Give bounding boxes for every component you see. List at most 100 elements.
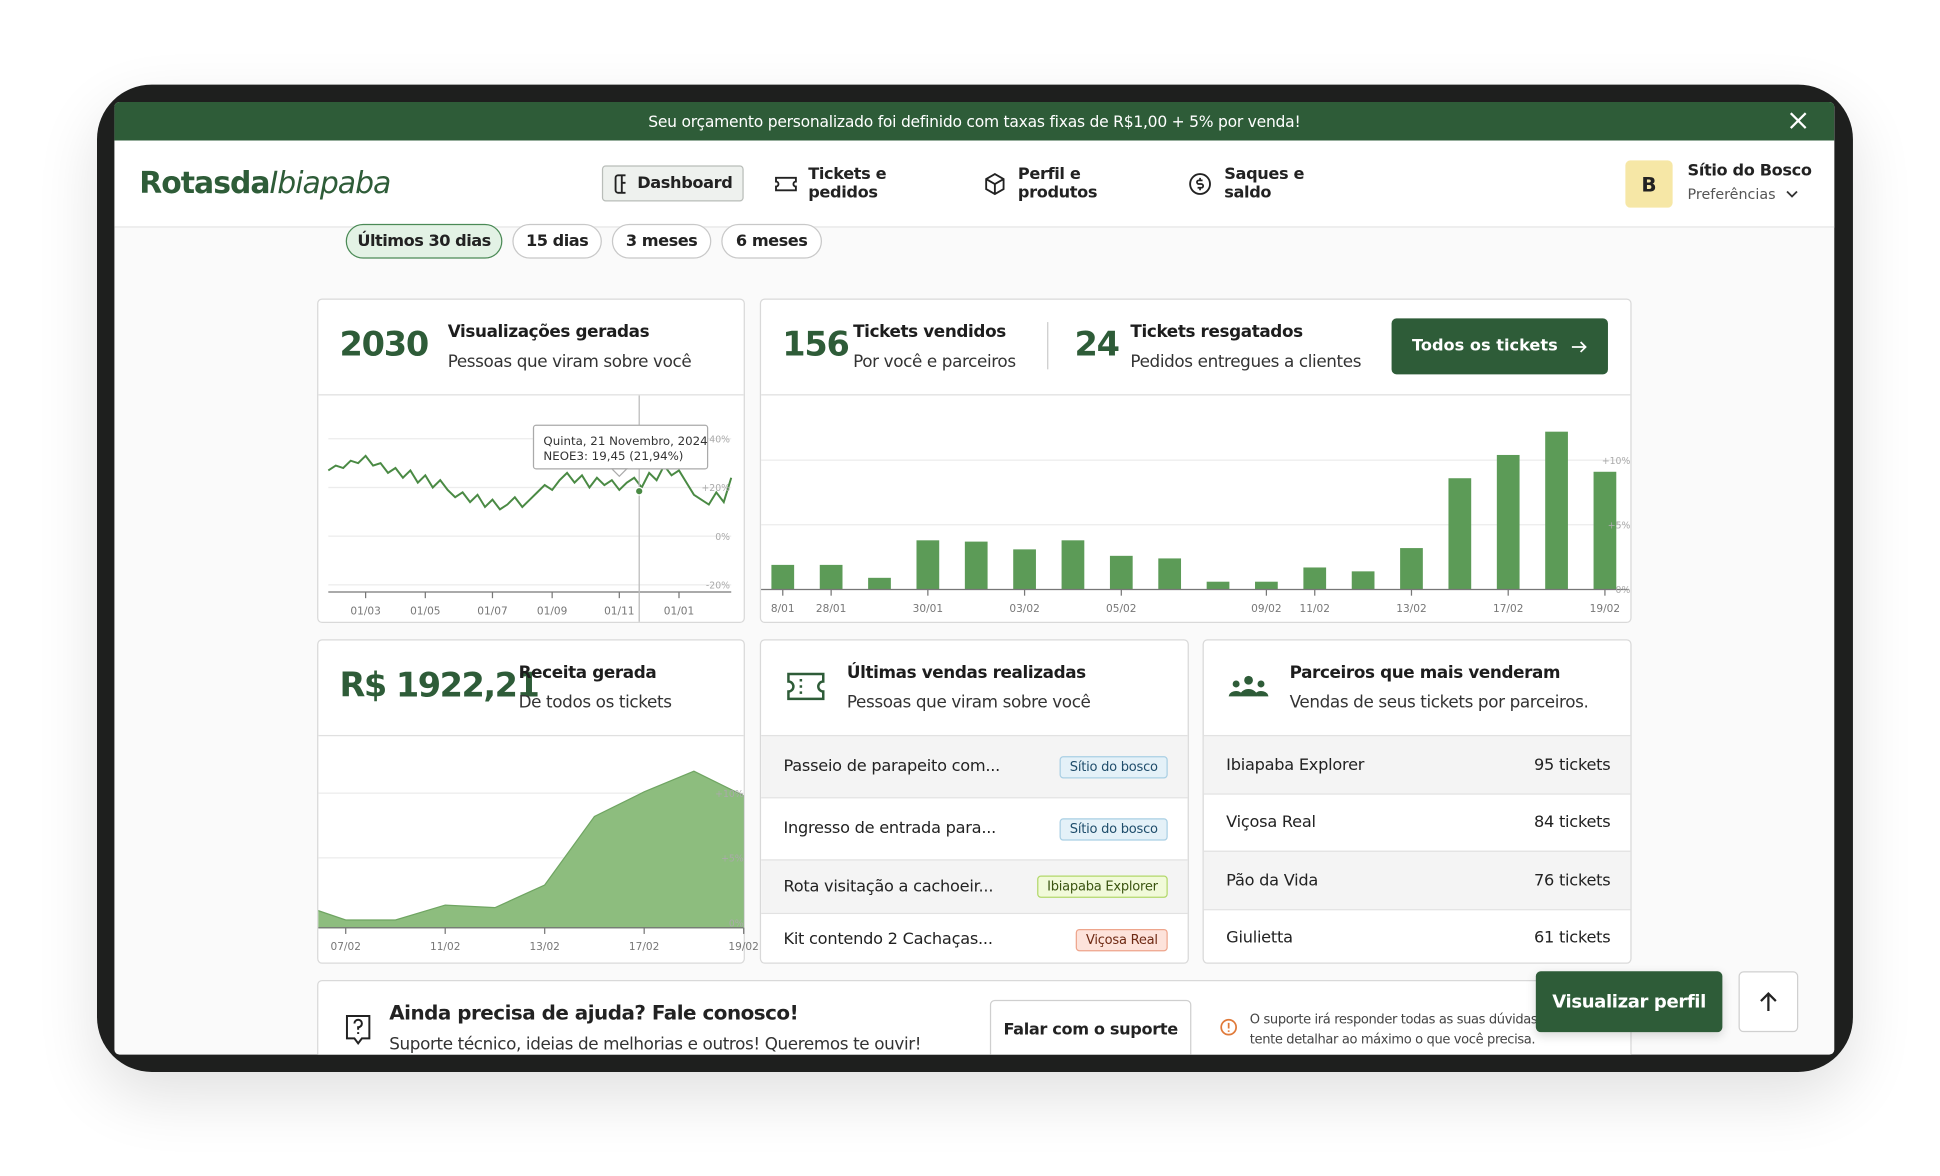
avatar-initial: B [1641, 172, 1657, 196]
chart-plot [761, 431, 1630, 591]
y-tick-label: 0% [1616, 585, 1631, 596]
partners-icon [1228, 675, 1269, 697]
partner-count: 84 tickets [1534, 813, 1611, 832]
x-tick-label: 30/01 [913, 603, 943, 615]
arrow-icon [1571, 340, 1587, 352]
bar [1351, 571, 1375, 590]
help-card: Ainda precisa de ajuda? Fale conosco! Su… [317, 979, 1632, 1055]
user-sub: Preferências [1687, 185, 1776, 203]
sale-badge: Sítio do bosco [1059, 817, 1168, 841]
nav-label: Saques e saldo [1224, 164, 1305, 203]
card-title: Tickets vendidos [853, 322, 1006, 342]
sale-badge: Sítio do bosco [1059, 755, 1168, 778]
bar [1545, 431, 1568, 590]
card-subtitle: De todos os tickets [518, 692, 672, 713]
tickets-sold-value: 156 [782, 325, 850, 365]
y-tick-label: 0% [729, 918, 744, 929]
bar [1013, 549, 1036, 590]
x-tick-label: 03/02 [1009, 603, 1039, 615]
area-series [318, 770, 744, 929]
sale-row[interactable]: Passeio de parapeito com... Sítio do bosc… [761, 734, 1188, 798]
partners-card: Parceiros que mais venderam Vendas de se… [1202, 639, 1632, 964]
separator [1047, 322, 1049, 370]
card-subtitle: Pedidos entregues a clientes [1130, 351, 1362, 372]
y-tick-label: +5% [1608, 521, 1631, 532]
divider [761, 394, 1631, 396]
y-tick-label: +20% [701, 483, 730, 494]
y-tick-label: +10% [715, 789, 744, 800]
partner-name: Viçosa Real [1226, 813, 1316, 832]
revenue-value: R$ 1922,21 [339, 666, 540, 706]
card-subtitle: Pessoas que viram sobre você [447, 351, 692, 372]
sale-row[interactable]: Ingresso de entrada para... Sítio do bosc… [761, 797, 1188, 859]
partner-row: Giulietta 61 tickets [1203, 909, 1631, 962]
bar [1303, 567, 1327, 590]
filter-pill[interactable]: Últimos 30 dias [345, 223, 503, 259]
filter-pill[interactable]: 6 meses [721, 223, 823, 259]
sale-row[interactable]: Kit contendo 2 Cachaças... Viçosa Real [761, 912, 1188, 963]
tooltip-pointer [610, 468, 629, 478]
sale-badge: Viçosa Real [1076, 928, 1168, 951]
support-button[interactable]: Falar com o suporte [989, 999, 1192, 1055]
nav-item[interactable]: Tickets e pedidos [764, 165, 963, 202]
logo[interactable]: RotasdaIbiapaba [139, 165, 391, 201]
sale-badge: Ibiapaba Explorer [1037, 875, 1168, 898]
ticket-icon [787, 672, 825, 701]
sale-row[interactable]: Rota visitação a cachoeir... Ibiapaba Exp… [761, 859, 1188, 913]
card-title: Parceiros que mais venderam [1289, 662, 1561, 683]
partner-row: Pão da Vida 76 tickets [1203, 850, 1631, 910]
logo-italic: Ibiapaba [269, 165, 391, 201]
views-value: 2030 [339, 325, 430, 365]
card-title: Visualizações geradas [447, 322, 650, 342]
banner: Seu orçamento personalizado foi definido… [114, 101, 1835, 141]
logo-bold: Rotasda [139, 165, 270, 201]
bar [916, 540, 940, 590]
card-subtitle: Vendas de seus tickets por parceiros. [1289, 692, 1589, 713]
all-tickets-button[interactable]: Todos os tickets [1391, 318, 1608, 375]
x-tick-label: 19/02 [1590, 603, 1620, 615]
profile-button[interactable]: Visualizar perfil [1535, 971, 1723, 1033]
filter-pill[interactable]: 15 dias [512, 223, 602, 259]
filter-label: 3 meses [625, 231, 698, 251]
y-tick-label: 40% [709, 435, 730, 446]
nav-item[interactable]: Perfil e produtos [972, 165, 1171, 202]
note-line: O suporte irá responder todas as suas dú… [1249, 1012, 1562, 1028]
x-tick-label: 01/01 [664, 605, 694, 617]
screen: Seu orçamento personalizado foi definido… [114, 101, 1835, 1055]
banner-text: Seu orçamento personalizado foi definido… [648, 111, 1301, 131]
bar [1448, 478, 1472, 590]
filter-label: 15 dias [525, 231, 589, 251]
bar [1400, 548, 1423, 590]
user-menu[interactable]: Preferências [1687, 185, 1798, 203]
x-tick-label: 17/02 [629, 941, 659, 953]
x-tick-label: 8/01 [771, 603, 795, 615]
bar [1206, 581, 1230, 590]
info-icon [1220, 1018, 1237, 1036]
partner-count: 76 tickets [1534, 871, 1611, 890]
chevron [1786, 190, 1798, 198]
note-line: tente detalhar ao máximo o que você prec… [1249, 1032, 1536, 1048]
user-name: Sítio do Bosco [1687, 161, 1812, 181]
charts: 40% +20% 0% -20% 01/03 01/05 01/07 01/09 01/11 01… [318, 395, 1631, 953]
card-title: Últimas vendas realizadas [846, 662, 1086, 683]
sale-name: Ingresso de entrada para... [783, 819, 997, 839]
scroll-top-button[interactable] [1738, 971, 1799, 1033]
x-tick-label: 28/01 [816, 603, 846, 615]
bar [1061, 540, 1085, 590]
avatar[interactable]: B [1625, 160, 1673, 208]
tooltip-line: Quinta, 21 Novembro, 2024 [543, 434, 707, 448]
nav-item[interactable]: Dashboard [601, 165, 744, 202]
nav-icon [614, 173, 627, 194]
x-tick-label: 05/02 [1106, 603, 1136, 615]
sale-name: Rota visitação a cachoeir... [783, 877, 994, 897]
partner-row: Viçosa Real 84 tickets [1203, 793, 1631, 850]
close-banner[interactable] [1787, 109, 1809, 131]
partner-name: Pão da Vida [1226, 871, 1319, 890]
help-note: O suporte irá responder todas as suas dú… [1249, 1010, 1562, 1050]
bar [1255, 581, 1278, 590]
y-tick-label: +5% [721, 854, 744, 865]
filter-pill[interactable]: 3 meses [611, 223, 712, 259]
card-subtitle: Pessoas que viram sobre você [846, 692, 1091, 713]
nav-item[interactable]: Saques e saldo [1176, 164, 1363, 203]
